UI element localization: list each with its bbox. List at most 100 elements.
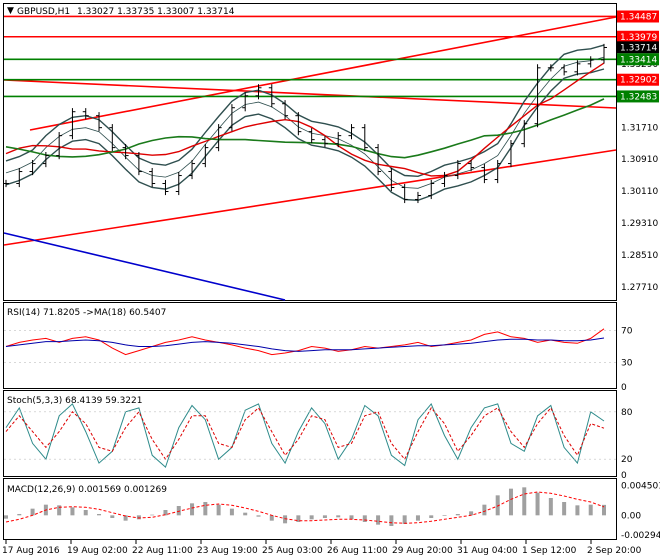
series-line-1 [5,406,605,461]
price-bar [534,64,541,128]
price-bar [361,124,368,152]
price-bar [561,64,568,76]
macd-title: MACD(12,26,9) 0.001569 0.001269 [7,485,167,495]
price-levels [4,15,616,98]
price-bar [282,100,289,120]
price-bar [441,171,448,188]
price-bar [321,136,328,148]
price-tag-text: 1.34487 [620,12,657,22]
time-tick-label: 22 Aug 11:00 [132,546,193,556]
indicator-tick-label: 0 [621,471,627,481]
time-tick-label: 29 Aug 20:00 [392,546,453,556]
chart-ohlc: 1.33027 1.33735 1.33007 1.33714 [77,7,235,17]
price-bar [215,124,222,152]
price-bar [521,120,528,148]
price-tag-text: 1.32483 [620,92,657,102]
price-tag: 1.32483 [617,90,659,103]
stoch-title: Stoch(5,3,3) 68.4139 59.3221 [7,396,142,406]
price-tag-text: 1.32902 [620,76,657,86]
rsi-title: RSI(14) 71.8205 ->MA(18) 60.5407 [7,308,166,318]
price-tag: 1.34487 [617,10,659,23]
macd-signal-line [5,491,605,524]
indicator-tick-label: 80 [621,408,633,418]
price-tag: 1.33414 [617,53,659,66]
red-channel-lower [3,149,617,246]
series-line-1 [5,337,605,352]
blue-channel-line [3,232,286,301]
price-bar [29,159,36,176]
price-panel-frame [3,3,617,301]
time-tick-label: 25 Aug 03:00 [262,546,323,556]
price-bar [295,112,302,136]
price-bar [228,104,235,132]
indicator-tick-label: 0 [621,383,627,393]
stoch-plot: 80 20 0 [4,402,633,481]
price-bar [149,167,156,188]
indicator-tick-label: 30 [621,359,633,369]
macd-tick-label: 0.00 [621,511,641,521]
series-line-0 [5,402,605,468]
price-bar [189,159,196,180]
price-bar [202,144,209,168]
price-bar [42,152,49,168]
price-tick-label: 1.27710 [621,283,658,293]
red-resistance-line [3,79,617,109]
price-bar [388,167,395,192]
price-bar [574,60,581,76]
price-bar [494,159,501,184]
price-bar [587,56,594,68]
trendlines [3,16,617,301]
price-bar [468,159,475,172]
price-bar [96,112,103,132]
price-tick-label: 1.30110 [621,187,658,197]
time-tick-label: 23 Aug 19:00 [197,546,258,556]
price-bar [454,159,461,180]
price-bar [481,163,488,184]
band-middle [5,56,605,189]
price-bar [428,179,435,200]
price-tick-label: 1.31710 [621,123,658,133]
time-tick-label: 31 Aug 04:00 [457,546,518,556]
price-bar [242,92,249,112]
price-bar [601,43,607,64]
price-bar [375,144,382,176]
macd-tick-label: 0.004501 [621,481,660,491]
price-bar [401,183,408,204]
price-bar [135,152,142,176]
time-tick-label: 26 Aug 11:00 [327,546,388,556]
price-bar [122,144,129,160]
price-tag: 1.33979 [617,30,659,43]
price-bar [335,132,342,148]
time-tick-label: 19 Aug 02:00 [67,546,128,556]
price-bar [507,140,514,168]
price-bar [268,84,275,108]
price-tag-text: 1.33714 [620,43,657,53]
price-candles [3,43,607,204]
price-tick-label: 1.29310 [621,219,658,229]
macd-plot: 0.004501 0.00 -0.002949 [4,481,660,541]
indicator-tick-label: 70 [621,326,633,336]
rsi-plot: 70 30 0 [4,326,633,393]
rsi-panel-frame [3,302,617,389]
price-bar [547,64,554,72]
time-tick-label: 1 Sep 12:00 [522,546,577,556]
time-tick-label: 2 Sep 20:00 [587,546,642,556]
moving-averages [5,62,605,177]
price-tag: 1.33714 [617,41,659,54]
price-tick-label: 1.30910 [621,155,658,165]
stoch-panel-frame [3,390,617,477]
price-bar [255,84,262,100]
time-tick-label: 17 Aug 2016 [2,546,60,556]
price-tag: 1.32902 [617,73,659,86]
collapse-arrow-icon[interactable]: ▼ [7,6,14,16]
ma-green [5,98,605,159]
price-bar [56,132,63,160]
price-tag-text: 1.33979 [620,33,657,43]
series-line-0 [5,328,605,356]
indicator-tick-label: 20 [621,455,633,465]
price-bar [308,128,315,144]
price-bar [16,167,23,188]
price-bar [175,171,182,196]
price-bar [162,179,169,196]
